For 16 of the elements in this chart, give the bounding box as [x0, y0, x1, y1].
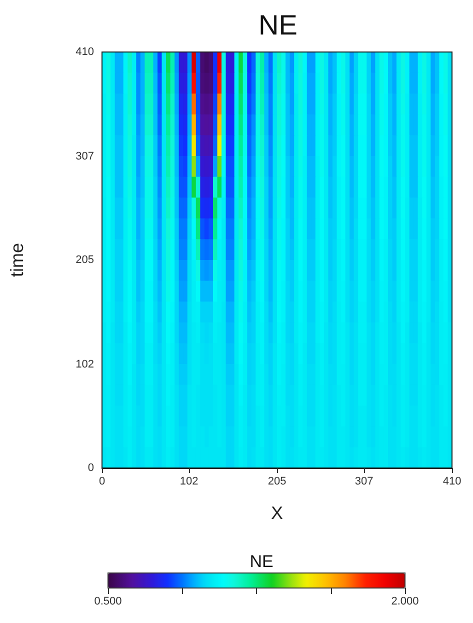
x-tick-label: 102 — [180, 476, 198, 488]
y-tick-label: 205 — [76, 254, 94, 266]
y-tick-label: 102 — [76, 358, 94, 371]
x-tick-label: 205 — [268, 476, 286, 488]
y-tick-label: 410 — [76, 46, 94, 58]
x-tick-label: 410 — [442, 476, 462, 488]
x-tick-label: 0 — [98, 476, 106, 488]
color-bar-title: NE — [250, 552, 274, 571]
x-tick-label: 307 — [354, 476, 374, 488]
y-tick-label: 0 — [88, 462, 94, 474]
y-tick-label: 307 — [76, 150, 94, 163]
color-bar-label: 2.000 — [391, 596, 419, 608]
y-axis-title: time — [7, 242, 27, 278]
chart-title: NE — [258, 10, 298, 40]
x-axis-title: X — [270, 503, 284, 523]
color-bar-label: 0.500 — [94, 596, 122, 608]
